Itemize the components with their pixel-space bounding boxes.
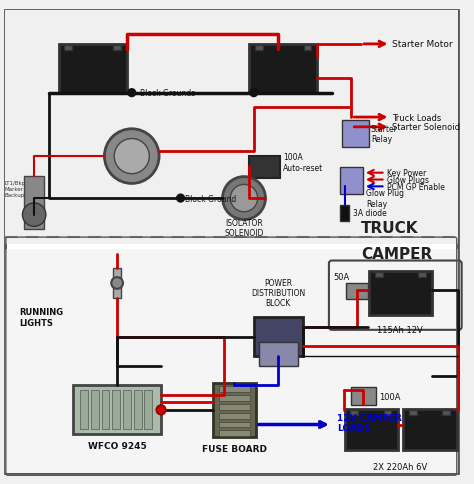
Text: Starter Solenoid: Starter Solenoid bbox=[392, 123, 460, 132]
Text: ISOLATOR
SOLENOID: ISOLATOR SOLENOID bbox=[224, 218, 264, 238]
Text: FUSE BOARD: FUSE BOARD bbox=[202, 444, 267, 453]
Bar bbox=[255, 46, 263, 51]
Bar bbox=[101, 391, 109, 429]
Bar bbox=[123, 391, 131, 429]
Bar bbox=[259, 342, 298, 366]
Text: 115Ah 12V: 115Ah 12V bbox=[377, 325, 423, 334]
Circle shape bbox=[128, 90, 136, 97]
Text: 50A: 50A bbox=[334, 272, 350, 281]
Text: Key Power: Key Power bbox=[387, 169, 427, 178]
Text: 2X 220Ah 6V: 2X 220Ah 6V bbox=[373, 462, 427, 470]
Bar bbox=[219, 404, 250, 410]
Bar bbox=[254, 318, 302, 356]
Bar bbox=[59, 45, 127, 93]
Bar bbox=[383, 410, 392, 415]
Text: Block Ground: Block Ground bbox=[185, 194, 237, 203]
Bar bbox=[24, 176, 44, 230]
Text: 3A diode: 3A diode bbox=[353, 209, 387, 218]
Bar bbox=[351, 388, 376, 405]
Circle shape bbox=[177, 195, 184, 202]
Text: 100A
Auto-reset: 100A Auto-reset bbox=[283, 153, 323, 172]
Bar bbox=[219, 422, 250, 427]
Bar bbox=[340, 206, 349, 221]
Text: LT1/Bkp
Marker
Backup: LT1/Bkp Marker Backup bbox=[5, 181, 26, 197]
Circle shape bbox=[22, 204, 46, 227]
Text: Truck Loads: Truck Loads bbox=[392, 113, 442, 122]
Bar bbox=[219, 430, 250, 436]
Bar bbox=[249, 45, 317, 93]
Bar bbox=[418, 272, 426, 277]
Text: PCM GP Enable: PCM GP Enable bbox=[387, 182, 446, 192]
Bar bbox=[219, 413, 250, 419]
Text: 100A: 100A bbox=[379, 392, 400, 401]
Text: Glow Plugs: Glow Plugs bbox=[387, 176, 429, 184]
Bar bbox=[112, 391, 120, 429]
Bar bbox=[145, 391, 152, 429]
Circle shape bbox=[104, 130, 159, 184]
Bar bbox=[5, 249, 458, 473]
Circle shape bbox=[230, 185, 258, 212]
Text: 12V CAMPER
LOADS: 12V CAMPER LOADS bbox=[337, 413, 401, 432]
Bar bbox=[340, 167, 363, 195]
Text: Starter
Relay: Starter Relay bbox=[371, 125, 398, 144]
Text: Glow Plug
Relay: Glow Plug Relay bbox=[366, 189, 404, 208]
Bar bbox=[403, 409, 457, 450]
Bar bbox=[5, 11, 458, 244]
Bar bbox=[134, 391, 142, 429]
Circle shape bbox=[250, 90, 258, 97]
Bar bbox=[249, 157, 280, 178]
Bar bbox=[375, 272, 383, 277]
Bar bbox=[369, 272, 432, 316]
Text: Starter Motor: Starter Motor bbox=[392, 40, 453, 49]
Bar bbox=[73, 386, 161, 434]
Circle shape bbox=[156, 405, 166, 415]
Bar bbox=[219, 387, 250, 393]
Circle shape bbox=[114, 139, 149, 174]
Text: Block Grounds: Block Grounds bbox=[139, 89, 195, 98]
Bar bbox=[345, 409, 398, 450]
Bar bbox=[342, 121, 369, 148]
Bar bbox=[113, 46, 121, 51]
Bar bbox=[213, 383, 255, 437]
Bar bbox=[442, 410, 450, 415]
Bar bbox=[303, 46, 311, 51]
Bar bbox=[64, 46, 72, 51]
Circle shape bbox=[111, 277, 123, 289]
Text: POWER
DISTRIBUTION
BLOCK: POWER DISTRIBUTION BLOCK bbox=[251, 278, 305, 308]
Text: RUNNING
LIGHTS: RUNNING LIGHTS bbox=[19, 308, 64, 327]
Bar bbox=[350, 410, 358, 415]
Text: WFCO 9245: WFCO 9245 bbox=[88, 441, 146, 450]
Bar bbox=[346, 284, 368, 299]
Bar bbox=[91, 391, 99, 429]
Bar bbox=[80, 391, 88, 429]
Text: TRUCK: TRUCK bbox=[361, 220, 419, 235]
Bar bbox=[219, 395, 250, 401]
Circle shape bbox=[222, 177, 265, 220]
Bar bbox=[113, 269, 121, 298]
Bar bbox=[409, 410, 417, 415]
Text: CAMPER: CAMPER bbox=[361, 247, 432, 262]
